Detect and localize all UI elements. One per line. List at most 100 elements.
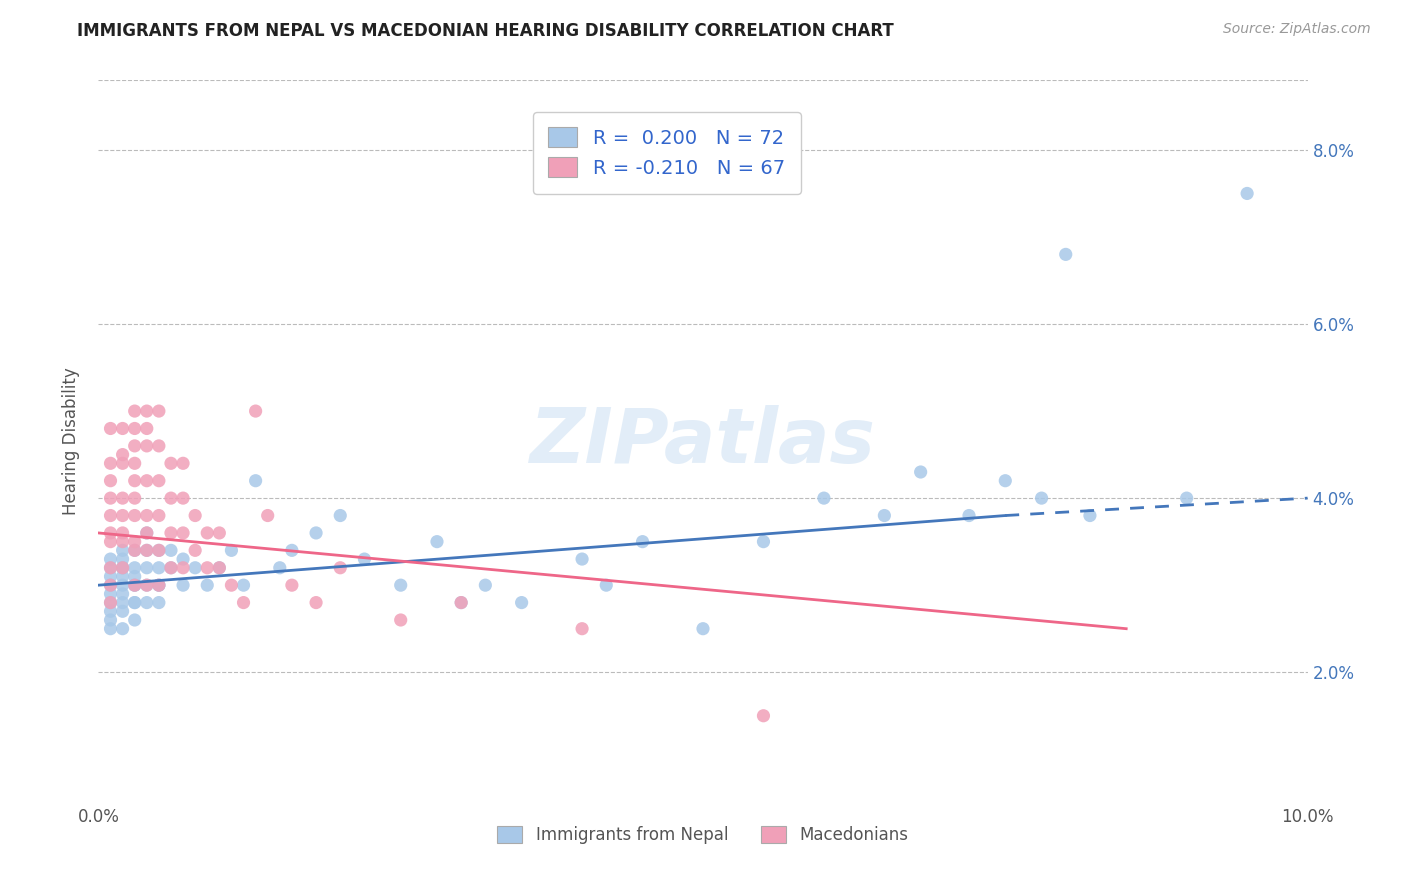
Point [111,534,134,549]
Point [111,448,134,462]
Point [100,622,122,636]
Point [111,622,134,636]
Point [124,543,146,558]
Point [124,596,146,610]
Point [135,543,157,558]
Point [148,578,170,592]
Point [813,491,835,505]
Point [100,474,122,488]
Point [100,491,122,505]
Point [111,543,134,558]
Point [571,622,593,636]
Point [184,561,207,575]
Point [111,525,134,540]
Point [281,543,304,558]
Point [752,708,775,723]
Point [208,561,231,575]
Point [111,561,134,575]
Point [111,561,134,575]
Point [111,604,134,618]
Point [100,596,122,610]
Point [389,578,412,592]
Point [124,569,146,583]
Point [172,578,194,592]
Point [135,578,157,592]
Point [221,543,243,558]
Point [100,508,122,523]
Point [281,578,304,592]
Point [957,508,980,523]
Point [135,578,157,592]
Point [232,596,254,610]
Point [124,543,146,558]
Point [111,596,134,610]
Point [148,474,170,488]
Point [195,578,218,592]
Point [100,421,122,435]
Point [100,596,122,610]
Point [124,596,146,610]
Point [184,543,207,558]
Point [124,439,146,453]
Point [160,491,183,505]
Point [208,561,231,575]
Point [353,552,375,566]
Point [124,474,146,488]
Point [172,491,194,505]
Point [100,456,122,470]
Point [111,508,134,523]
Point [305,596,328,610]
Point [148,508,170,523]
Point [221,578,243,592]
Point [195,525,218,540]
Point [135,508,157,523]
Point [208,525,231,540]
Point [148,543,170,558]
Point [160,561,183,575]
Point [148,596,170,610]
Point [172,552,194,566]
Point [111,569,134,583]
Point [994,474,1017,488]
Point [160,525,183,540]
Point [100,604,122,618]
Y-axis label: Hearing Disability: Hearing Disability [62,368,80,516]
Point [160,543,183,558]
Text: Source: ZipAtlas.com: Source: ZipAtlas.com [1223,22,1371,37]
Point [100,561,122,575]
Point [124,534,146,549]
Point [124,578,146,592]
Point [111,561,134,575]
Point [100,587,122,601]
Point [148,439,170,453]
Point [160,456,183,470]
Point [111,552,134,566]
Point [245,474,267,488]
Text: ZIPatlas: ZIPatlas [530,405,876,478]
Point [111,491,134,505]
Point [329,561,352,575]
Point [1054,247,1077,261]
Point [571,552,593,566]
Point [184,508,207,523]
Point [111,456,134,470]
Point [232,578,254,592]
Point [148,404,170,418]
Legend: Immigrants from Nepal, Macedonians: Immigrants from Nepal, Macedonians [489,817,917,852]
Point [124,421,146,435]
Point [752,534,775,549]
Point [692,622,714,636]
Point [100,578,122,592]
Point [1175,491,1198,505]
Point [269,561,291,575]
Point [172,456,194,470]
Point [111,578,134,592]
Point [124,561,146,575]
Point [389,613,412,627]
Point [172,525,194,540]
Point [135,474,157,488]
Point [135,404,157,418]
Point [100,525,122,540]
Point [256,508,278,523]
Point [1236,186,1258,201]
